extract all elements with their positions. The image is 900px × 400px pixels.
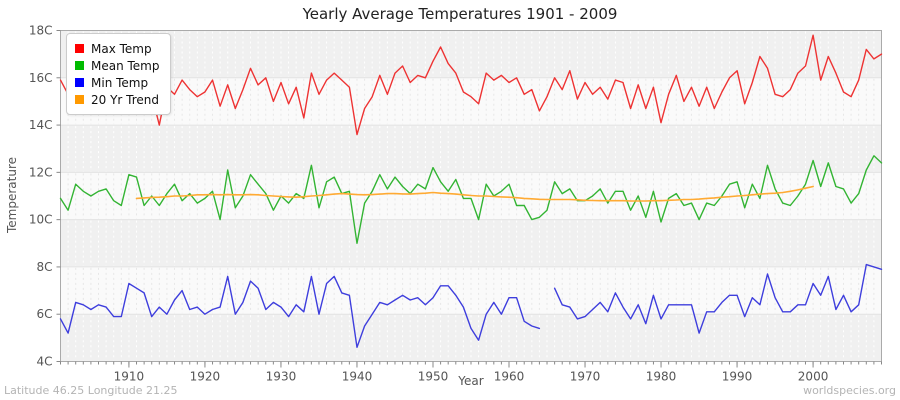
chart-title: Yearly Average Temperatures 1901 - 2009 <box>302 5 618 23</box>
svg-text:2000: 2000 <box>798 370 829 384</box>
series-min-temp <box>59 263 883 348</box>
min-temp-swatch-icon <box>75 78 84 87</box>
svg-text:12C: 12C <box>29 165 53 179</box>
watermark: worldspecies.org <box>803 384 896 397</box>
legend-label: Mean Temp <box>91 58 160 73</box>
max-temp-swatch-icon <box>75 44 84 53</box>
svg-text:10C: 10C <box>29 213 53 227</box>
svg-text:1910: 1910 <box>114 370 145 384</box>
svg-text:1920: 1920 <box>190 370 221 384</box>
series-max-temp <box>59 34 883 136</box>
svg-text:4C: 4C <box>36 355 52 369</box>
svg-text:16C: 16C <box>29 71 53 85</box>
svg-text:8C: 8C <box>36 260 52 274</box>
legend-item-max-temp: Max Temp <box>75 40 160 57</box>
svg-text:1960: 1960 <box>494 370 525 384</box>
y-axis-title: Temperature <box>5 157 19 234</box>
svg-text:14C: 14C <box>29 118 53 132</box>
svg-text:1950: 1950 <box>418 370 449 384</box>
series-20-yr-trend <box>135 185 814 202</box>
legend: Max Temp Mean Temp Min Temp 20 Yr Trend <box>66 33 171 115</box>
series-mean-temp <box>59 155 883 244</box>
mean-temp-swatch-icon <box>75 61 84 70</box>
svg-text:1980: 1980 <box>646 370 677 384</box>
trend-swatch-icon <box>75 95 84 104</box>
legend-label: 20 Yr Trend <box>91 92 160 107</box>
svg-text:1930: 1930 <box>266 370 297 384</box>
svg-text:6C: 6C <box>36 307 52 321</box>
coordinates-label: Latitude 46.25 Longitude 21.25 <box>4 384 178 397</box>
legend-item-min-temp: Min Temp <box>75 74 160 91</box>
svg-text:1990: 1990 <box>722 370 753 384</box>
svg-text:1940: 1940 <box>342 370 373 384</box>
legend-item-trend: 20 Yr Trend <box>75 91 160 108</box>
legend-label: Min Temp <box>91 75 149 90</box>
x-axis-title: Year <box>458 374 484 388</box>
legend-item-mean-temp: Mean Temp <box>75 57 160 74</box>
svg-text:18C: 18C <box>29 24 53 38</box>
svg-text:1970: 1970 <box>570 370 601 384</box>
legend-label: Max Temp <box>91 41 152 56</box>
